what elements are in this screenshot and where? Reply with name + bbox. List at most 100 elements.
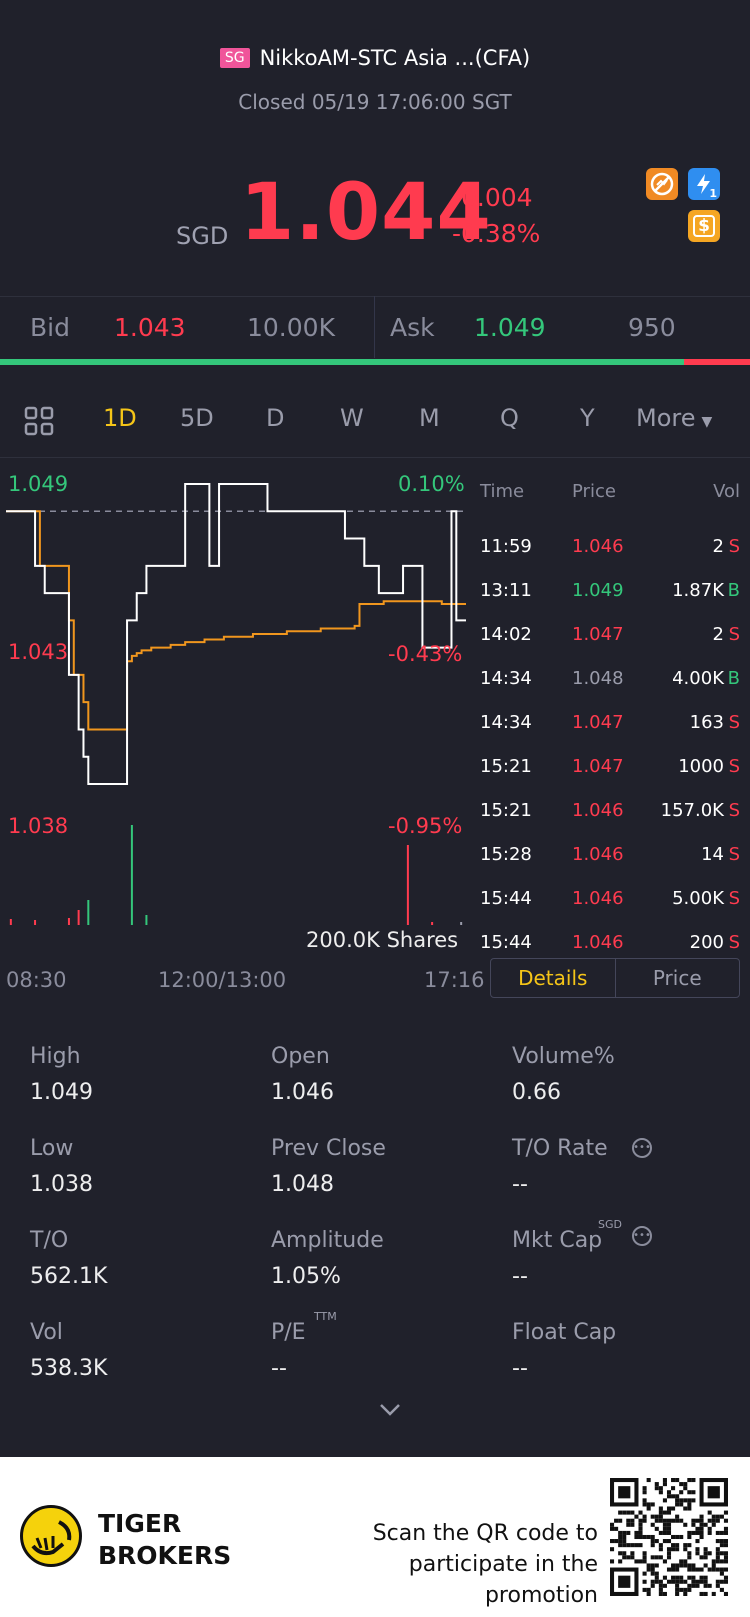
info-icon[interactable]: ••• [632,1138,652,1158]
expand-chevron-icon[interactable] [379,1402,401,1421]
trade-time: 14:34 [480,668,532,689]
ask-size: 950 [628,313,676,342]
trade-price: 1.046 [572,888,624,909]
lightning-icon[interactable]: 1 [688,168,720,200]
trade-price: 1.048 [572,668,624,689]
trade-price: 1.047 [572,624,624,645]
trade-time: 15:28 [480,844,532,865]
trade-row: 15:28 1.046 14 S [480,844,740,888]
market-status: Closed 05/19 17:06:00 SGT [238,90,512,114]
trade-volume: 1000 [678,756,724,777]
price-tab[interactable]: Price [652,966,702,990]
tab-more[interactable]: More ▼ [636,404,712,432]
trade-row: 11:59 1.046 2 S [480,536,740,580]
stat-label: Volume% [512,1044,615,1069]
stat-value: 1.049 [30,1080,93,1105]
change-value: -0.004 [452,183,533,212]
trade-volume: 2 [712,624,724,645]
trade-time: 14:34 [480,712,532,733]
stat-label: Float Cap [512,1320,617,1345]
stat-label: P/E [271,1320,306,1345]
stat-label: Mkt Cap [512,1228,603,1253]
trade-row: 14:02 1.047 2 S [480,624,740,668]
tab-q[interactable]: Q [500,404,519,432]
trade-price: 1.049 [572,580,624,601]
trade-side: B [727,580,740,601]
stat-value: -- [512,1356,528,1381]
stat-label: T/O [30,1228,69,1253]
volume-bar [130,825,133,925]
bid-size: 10.00K [247,313,335,342]
trade-row: 14:34 1.047 163 S [480,712,740,756]
pct-tick-low: -0.95% [388,814,463,838]
details-price-toggle: Details Price [490,958,740,998]
bid-price: 1.043 [114,313,186,342]
trade-volume: 163 [689,712,724,733]
tab-m[interactable]: M [419,404,440,432]
trade-side: S [728,712,740,733]
tiger-logo-icon [20,1505,82,1567]
details-tab[interactable]: Details [491,959,616,997]
ask-ratio-bar [684,359,750,365]
ask-price: 1.049 [474,313,546,342]
bid-ratio-bar [0,359,684,365]
trade-row: 15:44 1.046 5.00K S [480,888,740,932]
trade-time: 13:11 [480,580,532,601]
security-name[interactable]: NikkoAM-STC Asia ...(CFA) [259,46,531,70]
x-tick-start: 08:30 [6,968,67,992]
stat-value: 1.046 [271,1080,334,1105]
intraday-chart[interactable] [0,460,480,960]
stat-value: 1.048 [271,1172,334,1197]
stat-value: -- [271,1356,287,1381]
trade-volume: 2 [712,536,724,557]
qr-code[interactable] [610,1478,728,1596]
tab-more-label: More [636,404,696,432]
pe-ttm-label: TTM [314,1310,337,1323]
trade-volume: 157.0K [660,800,724,821]
y-tick-mid: 1.043 [8,640,69,664]
stat-value: 1.038 [30,1172,93,1197]
mkt-cap-currency: SGD [598,1218,622,1231]
price-line [6,483,466,785]
stat-value: -- [512,1264,528,1289]
volume-scale-label: 200.0K Shares [306,928,459,952]
tab-1d[interactable]: 1D [103,404,137,432]
stat-label: T/O Rate [512,1136,608,1161]
stat-value: 0.66 [512,1080,561,1105]
tab-5d[interactable]: 5D [180,404,214,432]
trade-volume: 200 [689,932,724,953]
tab-w[interactable]: W [340,404,364,432]
trade-price: 1.046 [572,932,624,953]
trade-side: S [728,624,740,645]
info-icon[interactable]: ••• [632,1226,652,1246]
tab-d[interactable]: D [266,404,285,432]
market-badge: SG [219,48,250,68]
pct-tick-high: 0.10% [398,472,465,496]
lightning-count: 1 [709,187,717,200]
trade-volume: 1.87K [672,580,724,601]
volume-bar [460,922,463,925]
trades-header: Time Price Vol [480,481,740,525]
dollar-icon[interactable]: $ [688,210,720,242]
tab-y[interactable]: Y [580,404,595,432]
trade-time: 11:59 [480,536,532,557]
stat-value: 1.05% [271,1264,341,1289]
y-tick-low: 1.038 [8,814,69,838]
trade-row: 13:11 1.049 1.87K B [480,580,740,624]
period-tabs: 1D 5D D W M Q Y More ▼ [0,378,750,458]
bid-ask-divider [374,296,375,358]
stat-label: Prev Close [271,1136,386,1161]
promo-line-1: Scan the QR code to [372,1521,598,1546]
trades-header-time: Time [480,481,525,502]
layout-grid-icon[interactable] [24,406,54,442]
trade-row: 15:21 1.047 1000 S [480,756,740,800]
bid-label: Bid [30,313,70,342]
no-short-icon[interactable] [646,168,678,200]
stat-label: Low [30,1136,74,1161]
trade-side: S [728,536,740,557]
stat-value: -- [512,1172,528,1197]
trade-price: 1.047 [572,712,624,733]
caret-down-icon: ▼ [701,414,713,430]
change-percent: -0.38% [452,219,541,248]
trade-time: 15:44 [480,888,532,909]
